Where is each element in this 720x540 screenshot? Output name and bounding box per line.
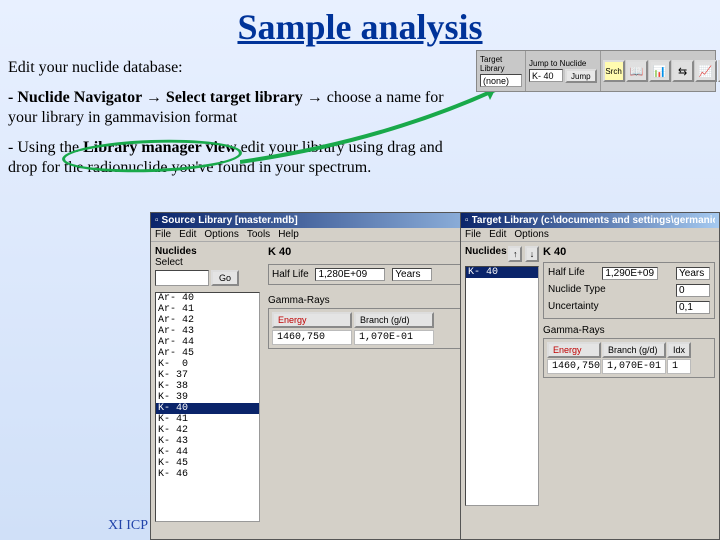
tgt-nuclides-label: Nuclides xyxy=(465,246,507,262)
book-icon[interactable]: 📖 xyxy=(626,60,648,82)
window-icon: ▫ xyxy=(465,215,469,226)
tgt-halflife-unit: Years xyxy=(676,267,710,280)
select-label: Select xyxy=(155,257,260,268)
swap-icon[interactable]: ⇆ xyxy=(672,60,694,82)
tgt-halflife-label: Half Life xyxy=(548,267,585,280)
tgt-idx-header[interactable]: Idx xyxy=(667,342,691,358)
tgt-unc-label: Uncertainty xyxy=(548,301,599,314)
list-item[interactable]: Ar- 44 xyxy=(156,337,259,348)
instructions-block: Edit your nuclide database: - Nuclide Na… xyxy=(8,58,468,188)
move-up-button[interactable]: ↑ xyxy=(508,246,522,262)
list-item[interactable]: K- 0 xyxy=(156,359,259,370)
target-library-window: ▫ Target Library (c:\documents and setti… xyxy=(460,212,720,540)
list-item[interactable]: Ar- 41 xyxy=(156,304,259,315)
energy-header[interactable]: Energy xyxy=(272,312,352,328)
halflife-value: 1,280E+09 xyxy=(315,268,385,281)
target-library-field[interactable]: (none) xyxy=(480,74,522,87)
list-item[interactable]: Ar- 43 xyxy=(156,326,259,337)
tgt-energy-header[interactable]: Energy xyxy=(547,342,601,358)
tgt-halflife-value: 1,290E+09 xyxy=(602,267,658,280)
target-window-titlebar: ▫ Target Library (c:\documents and setti… xyxy=(461,213,719,228)
tgt-idx-cell: 1 xyxy=(667,359,691,374)
nuclide-listbox[interactable]: Ar- 40Ar- 41Ar- 42Ar- 43Ar- 44Ar- 45K- 0… xyxy=(155,292,260,522)
tgt-branch-cell: 1,070E-01 xyxy=(602,359,666,374)
halflife-unit: Years xyxy=(392,268,432,281)
tgt-heading: K 40 xyxy=(543,246,715,258)
list-item[interactable]: Ar- 42 xyxy=(156,315,259,326)
list-item[interactable]: Ar- 40 xyxy=(156,293,259,304)
window-icon: ▫ xyxy=(155,215,159,226)
toolbar-panel: Target Library (none) Jump to Nuclide K-… xyxy=(476,50,716,92)
instr-line1: Edit your nuclide database: xyxy=(8,58,468,78)
menu-tools[interactable]: Tools xyxy=(247,229,270,240)
graph-icon[interactable]: 📈 xyxy=(695,60,717,82)
tgt-energy-cell: 1460,750 xyxy=(547,359,601,374)
tgt-unc-value: 0,1 xyxy=(676,301,710,314)
list-item[interactable]: Ar- 45 xyxy=(156,348,259,359)
chart-icon[interactable]: 📊 xyxy=(649,60,671,82)
nuclides-label: Nuclides xyxy=(155,246,260,257)
target-window-menu: File Edit Options xyxy=(461,228,719,242)
instr-line2: - Nuclide Navigator → Select target libr… xyxy=(8,88,468,128)
list-item[interactable]: K- 41 xyxy=(156,414,259,425)
list-item[interactable]: K- 39 xyxy=(156,392,259,403)
menu-edit[interactable]: Edit xyxy=(489,229,506,240)
list-item[interactable]: K- 44 xyxy=(156,447,259,458)
list-item[interactable]: K- 45 xyxy=(156,458,259,469)
search-button[interactable]: Srch xyxy=(603,60,625,82)
branch-header[interactable]: Branch (g/d) xyxy=(354,312,434,328)
jump-field[interactable]: K- 40 xyxy=(529,69,563,82)
jump-button[interactable]: Jump xyxy=(565,69,597,83)
tgt-type-value: 0 xyxy=(676,284,710,297)
select-input[interactable] xyxy=(155,270,209,286)
branch-cell: 1,070E-01 xyxy=(354,330,434,345)
menu-edit[interactable]: Edit xyxy=(179,229,196,240)
list-item[interactable]: K- 38 xyxy=(156,381,259,392)
list-item[interactable]: K- 46 xyxy=(156,469,259,480)
menu-file[interactable]: File xyxy=(465,229,481,240)
go-button[interactable]: Go xyxy=(211,270,239,286)
menu-file[interactable]: File xyxy=(155,229,171,240)
list-item[interactable]: K- 43 xyxy=(156,436,259,447)
tgt-gammarays-label: Gamma-Rays xyxy=(543,325,715,336)
tgt-type-label: Nuclide Type xyxy=(548,284,606,297)
target-library-label: Target Library xyxy=(480,55,522,73)
slide-title: Sample analysis xyxy=(0,0,720,48)
menu-help[interactable]: Help xyxy=(278,229,299,240)
energy-cell: 1460,750 xyxy=(272,330,352,345)
instr-line3: - Using the Library manager view edit yo… xyxy=(8,138,468,178)
list-item[interactable]: K- 40 xyxy=(466,267,538,278)
footer-text: XI ICP xyxy=(108,518,148,534)
tgt-nuclide-listbox[interactable]: K- 40 xyxy=(465,266,539,506)
menu-options[interactable]: Options xyxy=(204,229,238,240)
list-item[interactable]: K- 40 xyxy=(156,403,259,414)
tgt-branch-header[interactable]: Branch (g/d) xyxy=(602,342,666,358)
move-down-button[interactable]: ↓ xyxy=(525,246,539,262)
jump-label: Jump to Nuclide xyxy=(529,59,597,68)
menu-options[interactable]: Options xyxy=(514,229,548,240)
list-item[interactable]: K- 37 xyxy=(156,370,259,381)
list-item[interactable]: K- 42 xyxy=(156,425,259,436)
halflife-label: Half Life xyxy=(272,269,309,280)
